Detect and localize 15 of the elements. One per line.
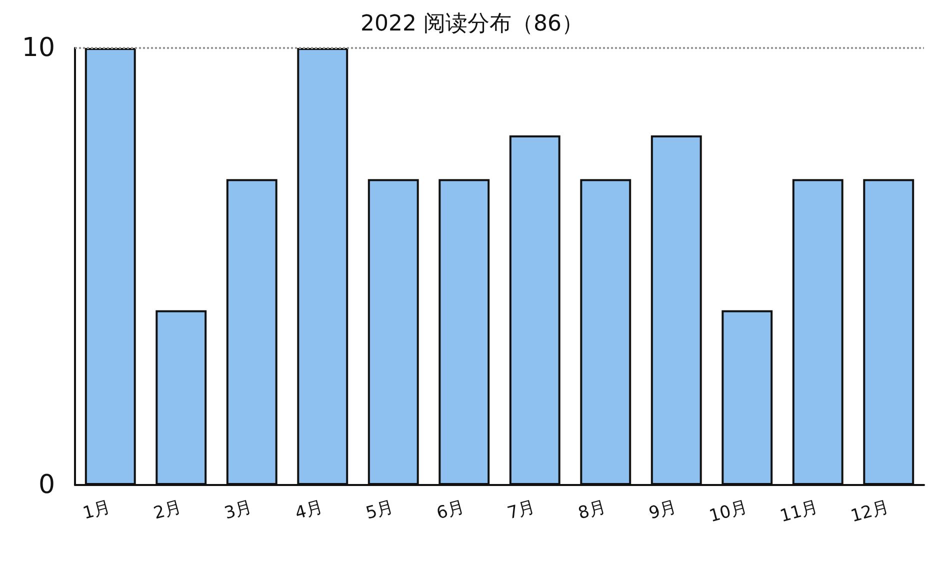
y-tick-label: 10 bbox=[22, 33, 55, 63]
chart-title: 2022 阅读分布（86） bbox=[360, 12, 584, 36]
x-tick-label: 10月 bbox=[707, 497, 750, 527]
y-tick-label: 0 bbox=[38, 470, 55, 500]
x-tick-label: 2月 bbox=[152, 497, 184, 524]
x-tick-label: 12月 bbox=[848, 497, 892, 527]
x-tick-label: 8月 bbox=[576, 497, 608, 524]
x-tick-label: 1月 bbox=[80, 497, 113, 524]
x-tick-label: 5月 bbox=[364, 497, 396, 524]
x-tick-label: 3月 bbox=[222, 497, 254, 524]
x-tick-label: 7月 bbox=[505, 497, 538, 524]
x-tick-label: 9月 bbox=[646, 497, 679, 524]
x-tick-label: 6月 bbox=[434, 497, 467, 524]
x-tick-label: 4月 bbox=[293, 497, 326, 524]
x-tick-label: 11月 bbox=[778, 497, 820, 527]
